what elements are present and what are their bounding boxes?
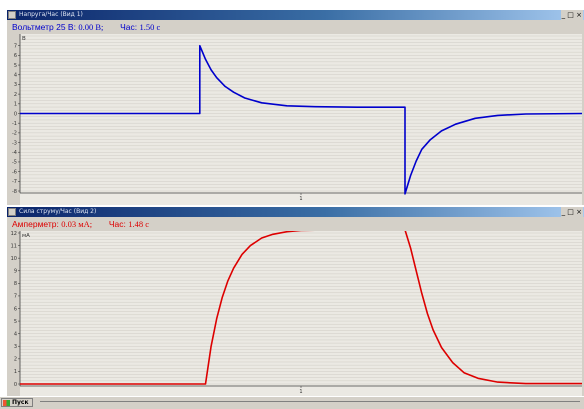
y-tick-label: -1 <box>12 121 17 127</box>
y-tick-label: 0 <box>14 111 17 117</box>
y-tick-label: 5 <box>14 63 17 69</box>
voltmeter-label: Вольтметр 25 В: <box>12 22 76 32</box>
start-label: Пуск <box>12 399 29 406</box>
window-title: Напруга/Час (Вид 1) <box>19 11 83 18</box>
time-value: 1.50 с <box>139 22 161 32</box>
voltage-readout: Вольтметр 25 В: 0.00 В; Час: 1.50 с <box>12 22 160 32</box>
ammeter-label: Амперметр: <box>12 219 59 229</box>
voltage-window: Напруга/Час (Вид 1) _ □ × Вольтметр 25 В… <box>7 10 584 205</box>
y-tick-label: 11 <box>11 243 17 249</box>
y-tick-label: -2 <box>12 131 17 137</box>
windows-logo-icon <box>3 400 10 406</box>
taskbar: Пуск <box>0 396 584 409</box>
y-tick-label: -5 <box>12 160 17 166</box>
current-window-titlebar[interactable]: Сила струму/Час (Вид 2) _ □ × <box>7 207 584 217</box>
y-tick-label: 12 <box>11 231 17 237</box>
window-icon <box>8 208 16 216</box>
x-tick-label: 1 <box>299 196 302 202</box>
voltage-chart[interactable]: 7 6 5 4 3 2 1 0 -1 -2 -3 -4 -5 -6 -7 -8 В 1 <box>7 34 584 205</box>
y-tick-label: -4 <box>12 150 17 156</box>
y-tick-label: 10 <box>11 256 17 262</box>
y-tick-label: 1 <box>14 102 17 108</box>
y-tick-label: 7 <box>14 294 17 300</box>
series-line <box>20 231 582 385</box>
window-control-buttons[interactable]: _ □ × <box>560 10 583 20</box>
y-tick-label: 0 <box>14 382 17 388</box>
start-button[interactable]: Пуск <box>1 398 33 407</box>
y-tick-label: 3 <box>14 344 17 350</box>
voltage-window-titlebar[interactable]: Напруга/Час (Вид 1) _ □ × <box>7 10 584 20</box>
y-tick-label: 3 <box>14 82 17 88</box>
taskbar-divider <box>40 401 580 402</box>
x-tick-label: 1 <box>299 389 302 395</box>
y-tick-label: 9 <box>14 269 17 275</box>
y-unit-label: В <box>22 36 26 42</box>
window-title: Сила струму/Час (Вид 2) <box>19 208 97 215</box>
y-tick-label: 6 <box>14 306 17 312</box>
current-window: Сила струму/Час (Вид 2) _ □ × Амперметр:… <box>7 207 584 396</box>
y-unit-label: мА <box>22 233 30 239</box>
y-tick-label: 1 <box>14 369 17 375</box>
y-tick-label: -6 <box>12 169 17 175</box>
y-tick-label: 4 <box>14 73 17 79</box>
y-tick-label: -3 <box>12 140 17 146</box>
window-icon <box>8 11 16 19</box>
y-tick-label: 7 <box>14 43 17 49</box>
y-tick-label: 2 <box>14 92 17 98</box>
voltmeter-value: 0.00 В; <box>78 22 104 32</box>
window-control-buttons[interactable]: _ □ × <box>560 207 583 217</box>
time-value: 1.48 с <box>128 219 150 229</box>
y-tick-label: 6 <box>14 53 17 59</box>
y-tick-label: 5 <box>14 319 17 325</box>
current-readout: Амперметр: 0.03 мА; Час: 1.48 с <box>12 219 149 229</box>
time-label: Час: <box>120 22 138 32</box>
series-line <box>20 44 583 195</box>
y-tick-label: -8 <box>12 189 17 195</box>
y-tick-label: 8 <box>14 281 17 287</box>
ammeter-value: 0.03 мА; <box>61 219 93 229</box>
grid <box>20 232 582 385</box>
plot-area <box>20 34 582 205</box>
y-tick-label: -7 <box>12 179 17 185</box>
grid <box>20 35 582 192</box>
y-tick-label: 4 <box>14 331 17 337</box>
y-tick-label: 2 <box>14 357 17 363</box>
time-label: Час: <box>108 219 126 229</box>
